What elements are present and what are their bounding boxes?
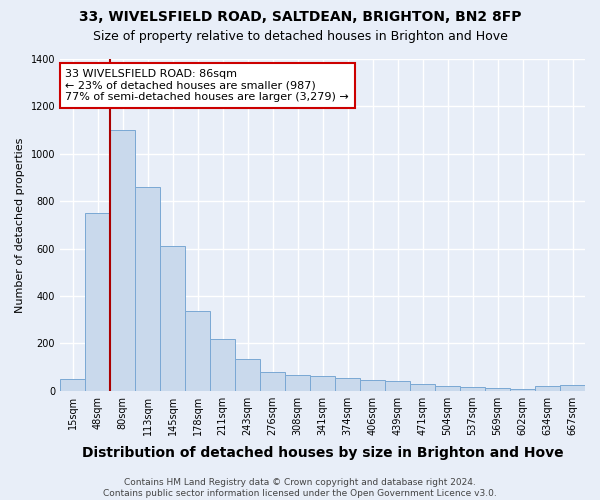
Text: Size of property relative to detached houses in Brighton and Hove: Size of property relative to detached ho… [92, 30, 508, 43]
Bar [285, 376, 310, 390]
Bar [210, 338, 235, 390]
Bar [410, 384, 435, 390]
Bar [85, 213, 110, 390]
Bar [460, 387, 485, 390]
Bar [160, 246, 185, 390]
Bar [435, 386, 460, 390]
Bar [310, 376, 335, 390]
Bar [135, 187, 160, 390]
Y-axis label: Number of detached properties: Number of detached properties [15, 137, 25, 312]
Bar [385, 381, 410, 390]
Bar [110, 130, 135, 390]
Bar [335, 378, 360, 390]
Bar [235, 358, 260, 390]
Text: 33, WIVELSFIELD ROAD, SALTDEAN, BRIGHTON, BN2 8FP: 33, WIVELSFIELD ROAD, SALTDEAN, BRIGHTON… [79, 10, 521, 24]
Bar [535, 386, 560, 390]
Bar [560, 384, 585, 390]
Text: 33 WIVELSFIELD ROAD: 86sqm
← 23% of detached houses are smaller (987)
77% of sem: 33 WIVELSFIELD ROAD: 86sqm ← 23% of deta… [65, 69, 349, 102]
Text: Contains HM Land Registry data © Crown copyright and database right 2024.
Contai: Contains HM Land Registry data © Crown c… [103, 478, 497, 498]
Bar [360, 380, 385, 390]
X-axis label: Distribution of detached houses by size in Brighton and Hove: Distribution of detached houses by size … [82, 446, 563, 460]
Bar [485, 388, 510, 390]
Bar [185, 312, 210, 390]
Bar [260, 372, 285, 390]
Bar [60, 379, 85, 390]
